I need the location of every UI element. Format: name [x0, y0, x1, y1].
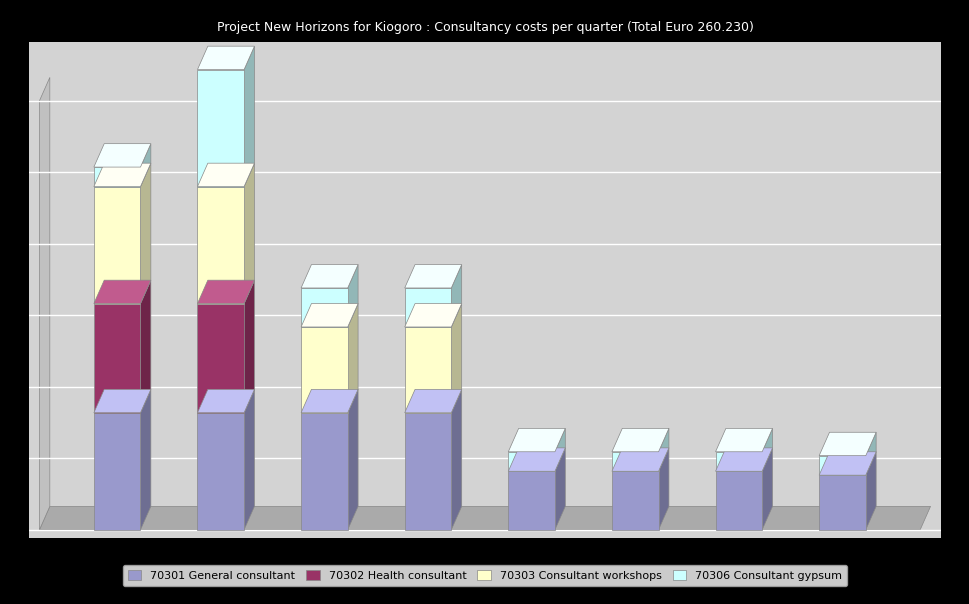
- Text: Project New Horizons for Kiogoro : Consultancy costs per quarter (Total Euro 260: Project New Horizons for Kiogoro : Consu…: [216, 21, 753, 34]
- Polygon shape: [762, 448, 771, 530]
- Polygon shape: [818, 432, 875, 455]
- Polygon shape: [141, 390, 151, 530]
- Polygon shape: [865, 432, 875, 475]
- Bar: [300, 327, 347, 413]
- Bar: [715, 452, 762, 471]
- Polygon shape: [198, 46, 254, 69]
- Polygon shape: [658, 428, 669, 471]
- Polygon shape: [658, 448, 669, 530]
- Polygon shape: [451, 265, 461, 327]
- Bar: [94, 304, 141, 413]
- Polygon shape: [141, 280, 151, 413]
- Bar: [404, 413, 451, 530]
- Polygon shape: [94, 163, 151, 187]
- Bar: [611, 471, 658, 530]
- Bar: [404, 327, 451, 413]
- Bar: [300, 413, 347, 530]
- Polygon shape: [244, 390, 254, 530]
- Polygon shape: [347, 265, 358, 327]
- Polygon shape: [554, 428, 565, 471]
- Polygon shape: [198, 163, 254, 187]
- Polygon shape: [244, 46, 254, 187]
- Polygon shape: [198, 280, 254, 304]
- Bar: [94, 167, 141, 187]
- Polygon shape: [40, 506, 929, 530]
- Polygon shape: [94, 280, 151, 304]
- Polygon shape: [300, 265, 358, 288]
- Bar: [300, 288, 347, 327]
- Bar: [508, 471, 554, 530]
- Polygon shape: [508, 428, 565, 452]
- Polygon shape: [611, 448, 669, 471]
- Bar: [404, 288, 451, 327]
- Polygon shape: [404, 390, 461, 413]
- Bar: [94, 187, 141, 304]
- Polygon shape: [451, 304, 461, 413]
- Polygon shape: [404, 265, 461, 288]
- Bar: [198, 304, 244, 413]
- Polygon shape: [715, 428, 771, 452]
- Polygon shape: [198, 390, 254, 413]
- Polygon shape: [244, 163, 254, 304]
- Legend: 70301 General consultant, 70302 Health consultant, 70303 Consultant workshops, 7: 70301 General consultant, 70302 Health c…: [122, 565, 847, 586]
- Bar: [94, 413, 141, 530]
- Polygon shape: [818, 452, 875, 475]
- Polygon shape: [94, 144, 151, 167]
- Bar: [818, 455, 865, 475]
- Polygon shape: [554, 448, 565, 530]
- Polygon shape: [865, 452, 875, 530]
- Bar: [198, 69, 244, 187]
- Polygon shape: [508, 448, 565, 471]
- Polygon shape: [347, 390, 358, 530]
- Bar: [611, 452, 658, 471]
- Polygon shape: [300, 390, 358, 413]
- Polygon shape: [141, 163, 151, 304]
- Polygon shape: [347, 304, 358, 413]
- Bar: [715, 471, 762, 530]
- Bar: [198, 413, 244, 530]
- Polygon shape: [611, 428, 669, 452]
- Bar: [508, 452, 554, 471]
- Polygon shape: [451, 390, 461, 530]
- Polygon shape: [94, 390, 151, 413]
- Polygon shape: [762, 428, 771, 471]
- Polygon shape: [300, 304, 358, 327]
- Bar: [818, 475, 865, 530]
- Bar: [198, 187, 244, 304]
- Polygon shape: [244, 280, 254, 413]
- Polygon shape: [40, 77, 49, 530]
- Polygon shape: [715, 448, 771, 471]
- Polygon shape: [404, 304, 461, 327]
- Polygon shape: [141, 144, 151, 187]
